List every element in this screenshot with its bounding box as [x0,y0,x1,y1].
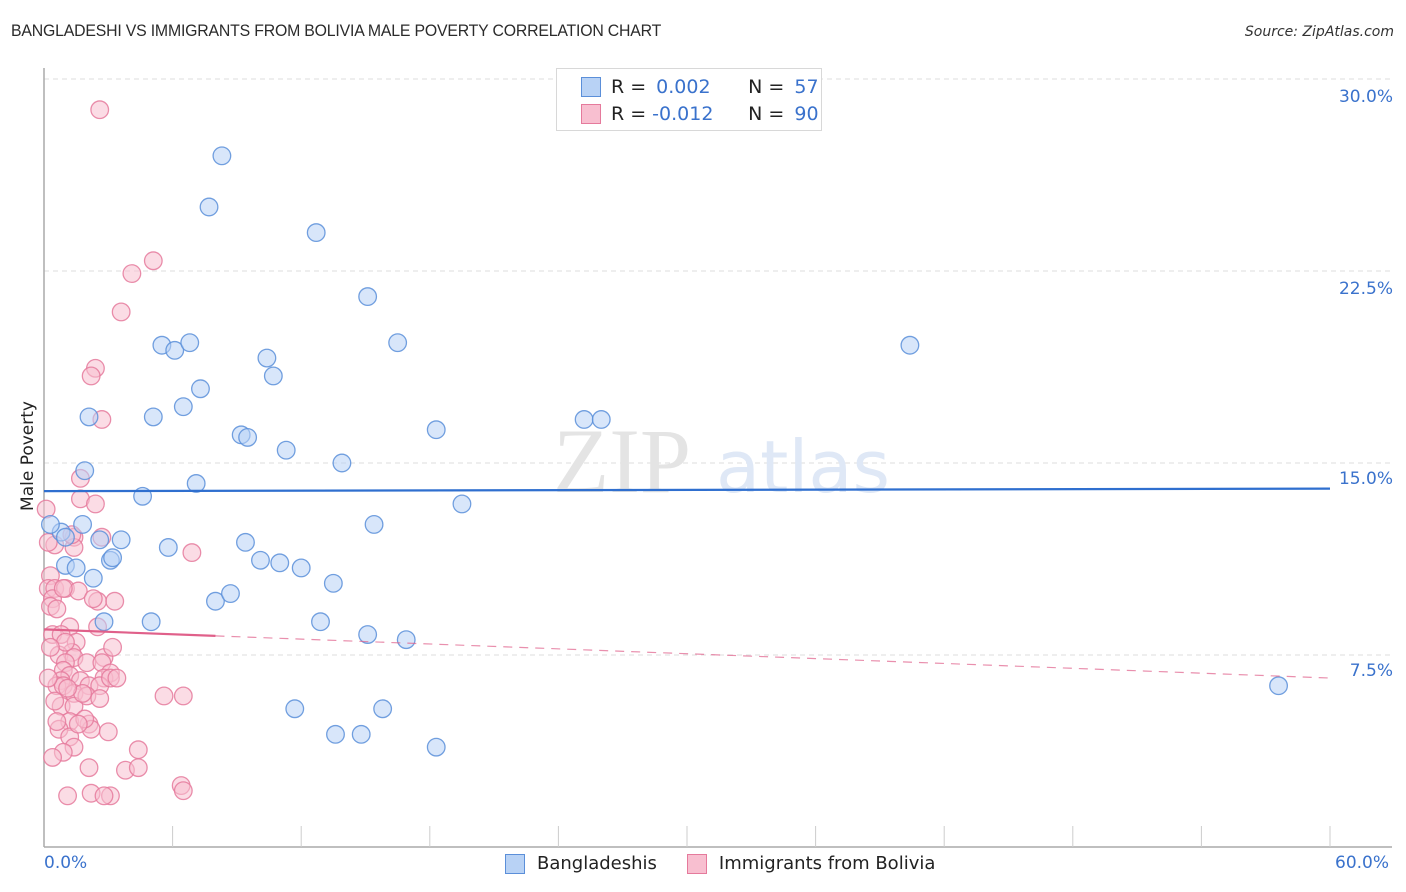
blue-swatch-icon [505,853,525,874]
chart-title: BANGLADESHI VS IMMIGRANTS FROM BOLIVIA M… [11,22,662,40]
blue-swatch-icon [581,77,601,97]
legend-label: Immigrants from Bolivia [718,853,936,874]
n-label: N = [748,103,785,125]
source-label: Source: ZipAtlas.com [1244,24,1394,40]
correlation-legend: R = 0.002 N = 57 R = -0.012 N = 90 [556,68,822,131]
n-value: 57 [794,76,819,98]
y-tick-30: 30.0% [1338,87,1393,107]
bolivia-points [36,100,202,806]
r-label: R = [611,76,647,98]
y-axis-label: Male Poverty [18,401,38,511]
zipatlas-watermark: ZIP atlas [553,410,890,512]
r-label: R = [611,103,647,125]
watermark-atlas: atlas [716,425,890,509]
legend-label: Bangladeshis [537,853,657,874]
y-tick-15: 15.0% [1338,469,1393,489]
pink-swatch-icon [581,104,601,124]
watermark-zip: ZIP [553,410,691,512]
pink-swatch-icon [686,853,707,874]
r-value: 0.002 [656,76,711,98]
legend-item-bolivia: Immigrants from Bolivia [686,853,936,874]
legend-item-bangladeshis: Bangladeshis [505,853,657,874]
legend-row-bangladeshi: R = 0.002 N = 57 [581,74,819,100]
axes [43,68,1392,848]
series-legend: Bangladeshis Immigrants from Bolivia [505,853,965,874]
y-tick-22-5: 22.5% [1338,279,1393,299]
trend-lines [43,487,1331,679]
bangladeshi-points [40,146,1289,757]
x-tick-0: 0.0% [44,853,88,873]
x-tick-60: 60.0% [1335,853,1390,873]
y-tick-7-5: 7.5% [1349,661,1393,681]
gridlines [44,78,1392,656]
legend-row-bolivia: R = -0.012 N = 90 [581,101,819,127]
n-label: N = [748,76,785,98]
n-value: 90 [794,103,819,125]
r-value: -0.012 [652,103,714,125]
